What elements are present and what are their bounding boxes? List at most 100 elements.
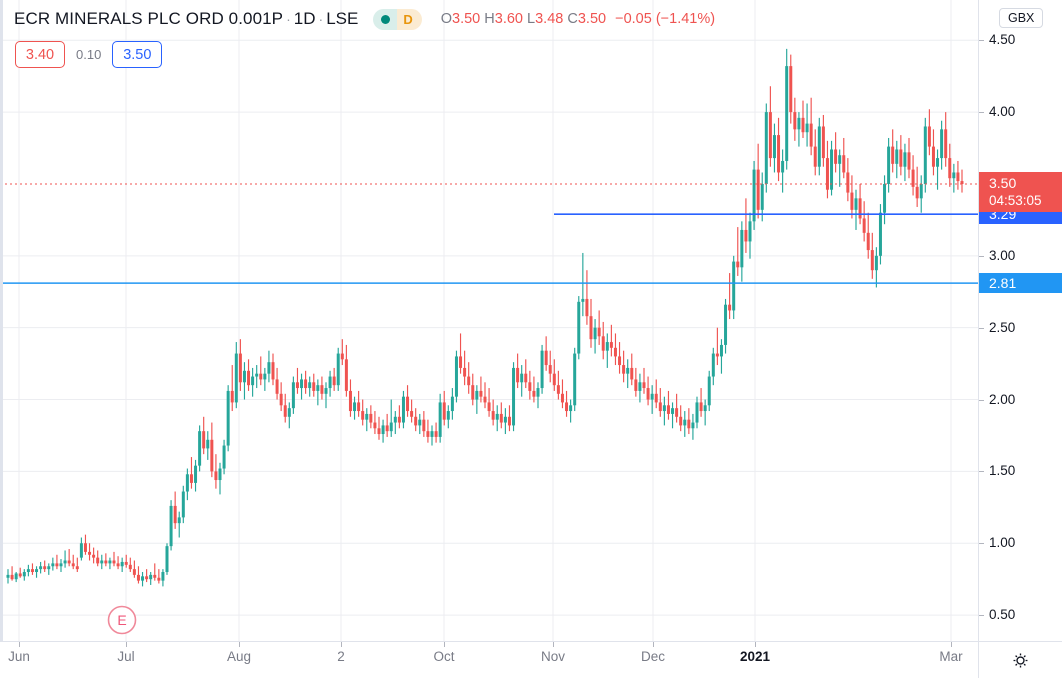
candle-body (26, 569, 30, 573)
candle-body (422, 419, 426, 432)
candle-body (724, 304, 728, 345)
chart-settings-corner[interactable] (978, 641, 1062, 678)
candle-body (650, 393, 654, 400)
candle-body (887, 146, 891, 184)
candle-body (503, 416, 507, 423)
candle-body (642, 382, 646, 389)
candle-body (834, 149, 838, 164)
candle-body (781, 160, 785, 173)
candle-body (491, 411, 495, 420)
candle-body (683, 419, 687, 426)
candle-body (891, 146, 895, 164)
candle-body (605, 342, 609, 351)
candle-body (112, 560, 116, 564)
candle-body (145, 576, 149, 580)
candle-body (797, 117, 801, 130)
candle-body (658, 402, 662, 412)
candle-body (862, 218, 866, 233)
candle-body (194, 465, 198, 483)
ask-badge[interactable]: 3.50 (112, 41, 163, 68)
candle-body (124, 561, 128, 565)
interval-label[interactable]: 1D (293, 9, 316, 28)
gear-icon[interactable] (1011, 651, 1030, 670)
candle-body (67, 560, 71, 564)
bid-badge[interactable]: 3.40 (15, 41, 65, 68)
candle-body (895, 149, 899, 164)
candle-body (340, 353, 344, 360)
candle-body (634, 379, 638, 391)
candle-body (320, 385, 324, 394)
candle-body (100, 560, 104, 564)
candle-body (247, 370, 251, 386)
chart-plot-area[interactable]: E (0, 0, 978, 641)
candle-body (10, 574, 14, 580)
price-scale[interactable]: GBX 4.50 4.00 3.00 2.50 2.00 1.50 1.00 0.50 2.81… (978, 0, 1062, 641)
candle-body (483, 396, 487, 403)
candle-body (459, 356, 463, 368)
candle-body (507, 416, 511, 426)
candle-body (671, 408, 675, 414)
left-edge-shadow (0, 0, 3, 641)
price-tick: 4.50 (979, 32, 1062, 47)
candle-body (777, 135, 781, 173)
candle-body (883, 183, 887, 213)
candle-body (744, 229, 748, 242)
candle-body (756, 169, 760, 210)
candle-body (141, 576, 145, 581)
candle-body (956, 172, 960, 182)
candle-body (393, 416, 397, 423)
chart-legend: ECR MINERALS PLC ORD 0.001P · 1D · LSE D… (0, 0, 978, 38)
candle-body (30, 569, 34, 573)
data-source-badge[interactable]: D (373, 8, 422, 30)
candle-body (622, 365, 626, 374)
candle-body (536, 388, 540, 397)
price-level-label-2[interactable]: 2.81 (979, 273, 1062, 294)
candle-body (173, 505, 177, 524)
candle-body (838, 155, 842, 164)
candle-body (846, 172, 850, 193)
candle-body (866, 232, 870, 251)
candle-body (666, 405, 670, 414)
candle-body (316, 385, 320, 391)
candle-body (210, 439, 214, 472)
candle-body (116, 563, 120, 567)
candle-body (936, 158, 940, 167)
candle-body (55, 563, 59, 567)
candle-body (63, 560, 67, 564)
candle-body (569, 405, 573, 412)
candle-body (577, 301, 581, 354)
candle-body (185, 474, 189, 492)
candle-body (430, 431, 434, 437)
candle-body (728, 304, 732, 311)
candle-body (830, 149, 834, 190)
candle-body (397, 416, 401, 423)
candle-body (499, 413, 503, 423)
candle-body (295, 382, 299, 389)
candle-body (768, 112, 772, 159)
currency-unit-badge[interactable]: GBX (999, 8, 1044, 28)
candle-body (96, 557, 100, 564)
candle-body (548, 365, 552, 374)
candle-body (267, 362, 271, 374)
candle-body (874, 255, 878, 271)
candle-body (426, 431, 430, 437)
candle-body (479, 390, 483, 397)
time-scale[interactable]: Jun Jul Aug 2 Oct Nov Dec 2021 Mar (0, 641, 978, 678)
earnings-marker[interactable]: E (107, 605, 137, 635)
candle-body (817, 126, 821, 167)
last-price-label[interactable]: 3.50 04:53:05 (979, 171, 1062, 212)
candle-body (532, 390, 536, 397)
close-key: C (567, 11, 578, 27)
candle-body (911, 169, 915, 187)
candle-body (560, 393, 564, 403)
candle-body (736, 261, 740, 268)
symbol-title[interactable]: ECR MINERALS PLC ORD 0.001P (14, 9, 284, 28)
candle-body (14, 573, 18, 580)
candle-body (585, 298, 589, 317)
candle-body (931, 146, 935, 167)
candle-body (540, 350, 544, 389)
exchange-label[interactable]: LSE (326, 9, 359, 28)
candlestick-svg: E (0, 0, 978, 641)
candle-body (377, 428, 381, 435)
candle-body (242, 370, 246, 383)
